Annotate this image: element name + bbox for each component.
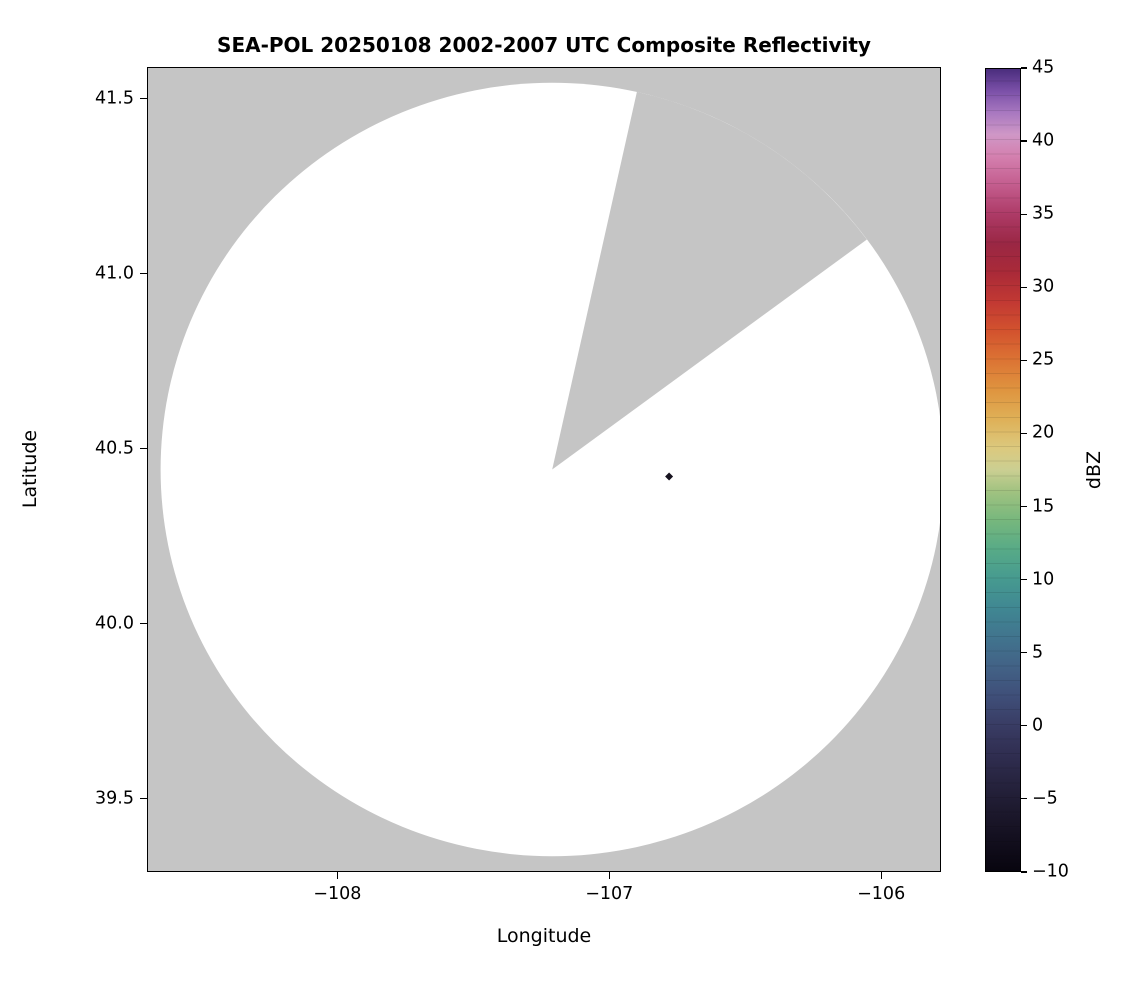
- colorbar-tick-label: 30: [1032, 276, 1055, 297]
- plot-border: [147, 67, 941, 872]
- x-tick-label: −107: [585, 884, 634, 904]
- colorbar-tick-mark: [1021, 798, 1027, 800]
- y-tick-label: 40.0: [95, 612, 134, 633]
- colorbar-tick-label: 5: [1032, 641, 1044, 662]
- colorbar-tick-label: 35: [1032, 203, 1055, 224]
- radar-plot-svg: [147, 67, 941, 872]
- x-axis-label: Longitude: [496, 925, 592, 947]
- colorbar-tick-mark: [1021, 652, 1027, 654]
- y-tick-mark: [140, 447, 147, 450]
- colorbar-label: dBZ: [1083, 450, 1105, 490]
- x-tick-label: −108: [313, 884, 362, 904]
- y-tick-label: 41.5: [95, 87, 134, 108]
- x-tick-mark: [880, 872, 882, 879]
- y-axis-label: Latitude: [19, 429, 41, 509]
- y-tick-mark: [140, 797, 147, 800]
- colorbar-tick-mark: [1021, 67, 1027, 69]
- colorbar-tick-label: 45: [1032, 57, 1055, 78]
- chart-title: SEA-POL 20250108 2002-2007 UTC Composite…: [217, 33, 871, 57]
- colorbar-gradient: [985, 68, 1021, 872]
- colorbar-tick-label: −10: [1032, 861, 1069, 882]
- colorbar-tick-mark: [1021, 140, 1027, 142]
- colorbar-tick-mark: [1021, 432, 1027, 435]
- y-tick-label: 39.5: [95, 787, 134, 808]
- blocked-sector-wedge: [552, 91, 867, 470]
- colorbar-tick-mark: [1021, 579, 1027, 581]
- colorbar-tick-mark: [1021, 725, 1027, 727]
- colorbar-tick-mark: [1021, 505, 1027, 508]
- radar-echo: [665, 472, 674, 481]
- y-tick-mark: [140, 97, 147, 100]
- y-tick-label: 40.5: [95, 437, 134, 458]
- y-tick-mark: [140, 622, 147, 625]
- y-tick-mark: [140, 272, 147, 275]
- colorbar-tick-label: 40: [1032, 130, 1055, 151]
- y-tick-label: 41.0: [95, 262, 134, 283]
- colorbar-tick-label: 0: [1032, 715, 1044, 736]
- colorbar-tick-label: 25: [1032, 349, 1055, 370]
- colorbar-tick-label: 20: [1032, 422, 1055, 443]
- x-tick-label: −106: [857, 884, 906, 904]
- colorbar-tick-label: 10: [1032, 568, 1055, 589]
- colorbar-tick-mark: [1021, 286, 1027, 288]
- colorbar-tick-mark: [1021, 213, 1027, 215]
- x-tick-mark: [608, 872, 610, 879]
- colorbar-tick-mark: [1021, 359, 1027, 361]
- colorbar-tick-label: −5: [1032, 788, 1058, 809]
- colorbar-tick-mark: [1021, 871, 1027, 873]
- x-tick-mark: [336, 872, 338, 879]
- colorbar-tick-label: 15: [1032, 495, 1055, 516]
